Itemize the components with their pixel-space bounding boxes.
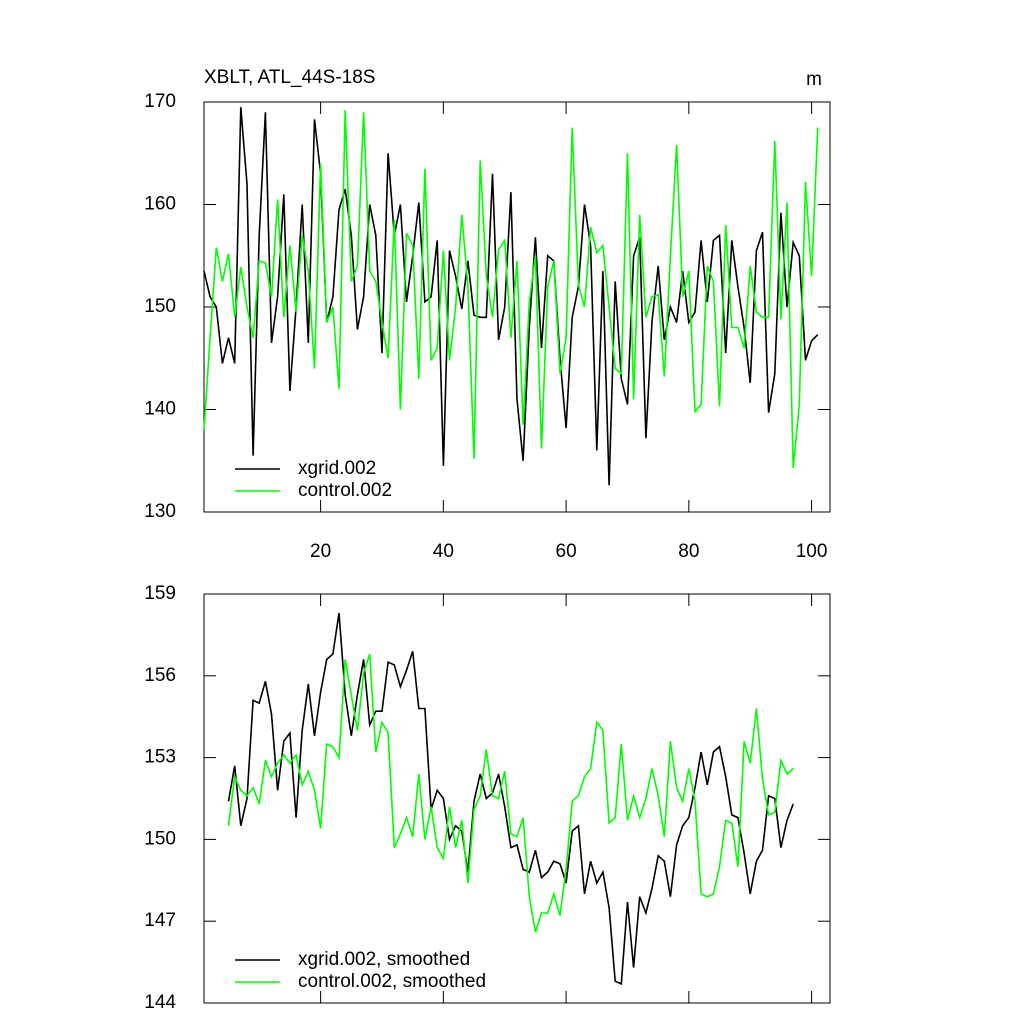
plot-frame bbox=[203, 593, 831, 1004]
y-tick-label: 144 bbox=[144, 992, 176, 1013]
y-tick-label: 140 bbox=[144, 399, 176, 420]
x-tick-label: 100 bbox=[796, 541, 828, 562]
units-label: m bbox=[806, 69, 822, 90]
y-tick-label: 130 bbox=[144, 501, 176, 522]
y-tick-label: 156 bbox=[144, 665, 176, 686]
x-tick-label: 80 bbox=[678, 541, 699, 562]
chart-title: XBLT, ATL_44S-18S bbox=[204, 67, 375, 88]
x-tick-label: 60 bbox=[556, 541, 577, 562]
data-line bbox=[227, 653, 794, 933]
data-line bbox=[203, 107, 819, 486]
y-tick-label: 170 bbox=[144, 91, 176, 112]
data-line bbox=[203, 110, 819, 468]
y-tick-label: 150 bbox=[144, 828, 176, 849]
legend-label: xgrid.002 bbox=[298, 458, 376, 479]
y-tick-label: 153 bbox=[144, 747, 176, 768]
legend-label: xgrid.002, smoothed bbox=[298, 949, 470, 970]
data-line bbox=[227, 612, 794, 986]
y-tick-label: 150 bbox=[144, 296, 176, 317]
x-tick-label: 40 bbox=[433, 541, 454, 562]
y-tick-label: 159 bbox=[144, 583, 176, 604]
y-tick-label: 160 bbox=[144, 194, 176, 215]
y-tick-label: 147 bbox=[144, 910, 176, 931]
legend-label: control.002 bbox=[298, 480, 392, 501]
legend-label: control.002, smoothed bbox=[298, 971, 486, 992]
x-tick-label: 20 bbox=[310, 541, 331, 562]
